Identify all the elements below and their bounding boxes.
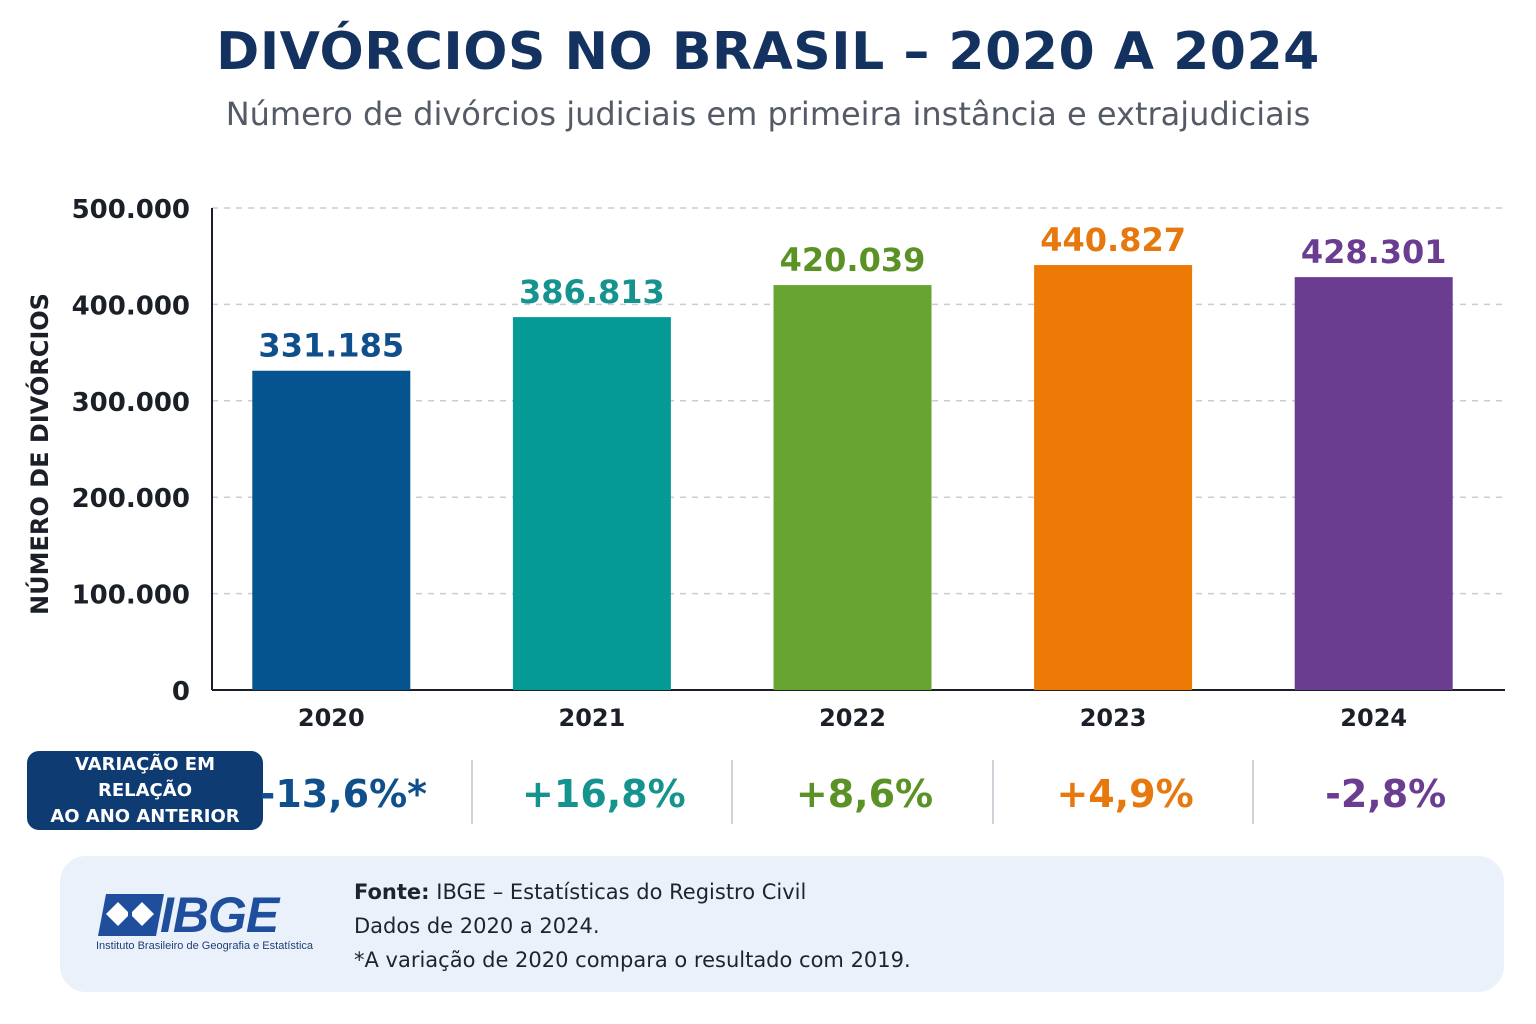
x-tick-label: 2022: [819, 704, 886, 732]
bar-2024: [1294, 277, 1453, 690]
x-tick-label: 2023: [1080, 704, 1147, 732]
variation-value: -2,8%: [1325, 772, 1447, 816]
bar-value-label: 420.039: [780, 241, 926, 279]
x-tick-label: 2024: [1340, 704, 1407, 732]
variation-value: +16,8%: [522, 772, 686, 816]
y-tick-label: 200.000: [72, 484, 190, 514]
y-axis-title: NÚMERO DE DIVÓRCIOS: [24, 293, 54, 615]
bar-value-label: 386.813: [519, 273, 665, 311]
variation-label-line2: AO ANO ANTERIOR: [50, 805, 240, 827]
variation-badge: VARIAÇÃO EM RELAÇÃO AO ANO ANTERIOR: [27, 751, 263, 830]
y-tick-label: 300.000: [72, 388, 190, 418]
ibge-logo-icon: [98, 894, 164, 936]
footnote-line: *A variação de 2020 compara o resultado …: [354, 948, 911, 972]
bar-2021: [512, 317, 671, 690]
bar-2022: [773, 285, 932, 690]
bar-2023: [1034, 265, 1193, 690]
bar-value-label: 331.185: [258, 327, 404, 365]
x-tick-label: 2020: [298, 704, 365, 732]
variation-label-line1: VARIAÇÃO EM RELAÇÃO: [74, 753, 216, 801]
x-tick-label: 2021: [559, 704, 626, 732]
variation-separator: [991, 760, 994, 824]
source-line: Fonte: IBGE – Estatísticas do Registro C…: [354, 880, 806, 904]
y-tick-label: 400.000: [72, 291, 190, 321]
source-label: Fonte:: [354, 880, 430, 904]
bar-value-label: 440.827: [1040, 221, 1186, 259]
bar-value-label: 428.301: [1301, 233, 1447, 271]
bar-chart: 0 100.000 200.000 300.000 400.000 500.000 NÚME…: [24, 195, 1505, 732]
chart-subtitle: Número de divórcios judiciais em primeir…: [225, 95, 1311, 133]
data-range-line: Dados de 2020 a 2024.: [354, 914, 600, 938]
variation-separator: [731, 760, 734, 824]
ibge-logo-subtitle: Instituto Brasileiro de Geografia e Esta…: [96, 940, 314, 952]
variation-value: +8,6%: [795, 772, 934, 816]
chart-title: DIVÓRCIOS NO BRASIL – 2020 A 2024: [216, 22, 1320, 82]
variation-value: -13,6%*: [259, 772, 428, 816]
y-tick-label: 0: [172, 677, 190, 707]
variation-value: +4,9%: [1056, 772, 1194, 816]
variation-separator: [1252, 760, 1255, 824]
ibge-logo-text: IBGE: [160, 887, 279, 943]
variation-separator: [470, 760, 473, 824]
y-tick-label: 500.000: [72, 195, 190, 225]
y-tick-label: 100.000: [72, 581, 190, 611]
bar-2020: [252, 370, 411, 690]
footer-panel: IBGE Instituto Brasileiro de Geografia e…: [60, 856, 1504, 992]
source-text: IBGE – Estatísticas do Registro Civil: [436, 880, 807, 904]
